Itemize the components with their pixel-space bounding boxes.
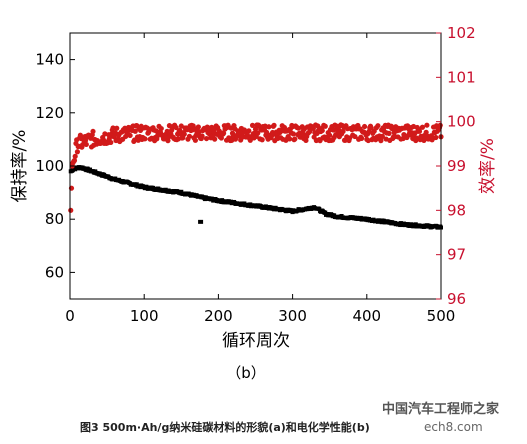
x-tick-label: 400	[352, 307, 381, 325]
efficiency-point	[359, 135, 365, 141]
efficiency-point	[110, 125, 116, 131]
efficiency-point	[266, 124, 272, 130]
efficiency-point	[340, 128, 346, 135]
efficiency-point	[212, 136, 218, 142]
figure-caption: 图3 500m·Ah/g纳米硅碳材料的形貌(a)和电化学性能(b)	[80, 421, 370, 434]
efficiency-point	[181, 131, 187, 137]
y-left-tick-label: 80	[45, 210, 64, 228]
efficiency-series	[68, 122, 444, 213]
efficiency-point	[259, 137, 265, 143]
efficiency-point	[173, 124, 179, 131]
y-right-tick-label: 98	[447, 201, 466, 219]
x-tick-label: 300	[278, 307, 307, 325]
efficiency-point	[142, 136, 148, 142]
efficiency-point	[307, 128, 313, 135]
watermark-url: ech8.com	[424, 420, 483, 434]
efficiency-point	[199, 133, 205, 139]
y-left-tick-label: 140	[35, 51, 64, 69]
y-right-tick-label: 102	[447, 24, 476, 42]
efficiency-point	[246, 128, 252, 134]
y-left-axis: 60 80 100 120 140	[35, 51, 75, 281]
y-left-tick-label: 60	[45, 263, 64, 281]
efficiency-point	[186, 133, 193, 139]
x-tick-label: 200	[204, 307, 233, 325]
efficiency-point	[195, 124, 201, 130]
efficiency-point	[327, 132, 333, 138]
efficiency-point	[255, 130, 261, 136]
efficiency-point	[287, 136, 293, 142]
efficiency-point	[386, 130, 392, 136]
efficiency-point	[379, 133, 385, 139]
efficiency-point	[271, 122, 277, 128]
y-right-tick-label: 99	[447, 157, 466, 175]
efficiency-point	[252, 126, 259, 132]
plot-frame	[69, 32, 442, 300]
efficiency-point	[352, 133, 358, 140]
efficiency-point	[433, 134, 439, 141]
x-tick-label: 100	[130, 307, 159, 325]
x-tick-label: 500	[427, 307, 456, 325]
watermark: 中国汽车工程师之家	[382, 402, 500, 417]
efficiency-point	[83, 141, 89, 148]
retention-outlier	[198, 219, 204, 224]
y-right-tick-label: 97	[447, 246, 466, 264]
x-axis: 0 100 200 300 400 500	[65, 33, 455, 325]
y-right-axis-label: 效率/%	[478, 138, 498, 194]
retention-point	[413, 222, 418, 227]
efficiency-point	[114, 125, 120, 131]
efficiency-point	[220, 130, 227, 136]
efficiency-point	[322, 123, 328, 129]
y-left-tick-label: 100	[35, 157, 64, 175]
y-right-axis: 96 97 98 99 100 101 102	[436, 24, 476, 308]
y-right-tick-label: 96	[447, 290, 466, 308]
efficiency-point	[90, 128, 96, 135]
y-right-tick-label: 100	[447, 113, 476, 131]
efficiency-point	[72, 153, 78, 159]
efficiency-point	[203, 135, 210, 142]
y-left-axis-label: 保持率/%	[10, 130, 30, 203]
efficiency-point	[71, 157, 78, 164]
x-axis-label: 循环周次	[222, 331, 290, 351]
efficiency-point	[416, 128, 423, 134]
efficiency-point	[108, 139, 114, 146]
efficiency-point	[68, 207, 74, 213]
efficiency-point	[158, 125, 164, 132]
efficiency-point	[290, 131, 296, 137]
efficiency-point	[424, 122, 430, 128]
efficiency-point	[127, 132, 133, 139]
y-left-tick-label: 120	[35, 104, 64, 122]
efficiency-point	[192, 137, 198, 143]
efficiency-point	[437, 122, 443, 128]
panel-label: （b）	[226, 364, 266, 382]
x-tick-label: 0	[65, 307, 75, 325]
efficiency-point	[74, 149, 81, 155]
efficiency-point	[132, 128, 138, 134]
efficiency-point	[264, 129, 270, 136]
efficiency-point	[419, 124, 426, 130]
efficiency-point	[361, 123, 368, 130]
efficiency-point	[315, 123, 321, 129]
efficiency-point	[292, 136, 298, 142]
efficiency-point	[378, 138, 384, 144]
retention-series	[68, 165, 443, 230]
efficiency-point	[375, 123, 381, 129]
efficiency-point	[164, 128, 170, 134]
efficiency-point	[319, 127, 325, 134]
y-right-tick-label: 101	[447, 68, 476, 86]
efficiency-point	[249, 122, 256, 128]
efficiency-point	[303, 137, 309, 144]
